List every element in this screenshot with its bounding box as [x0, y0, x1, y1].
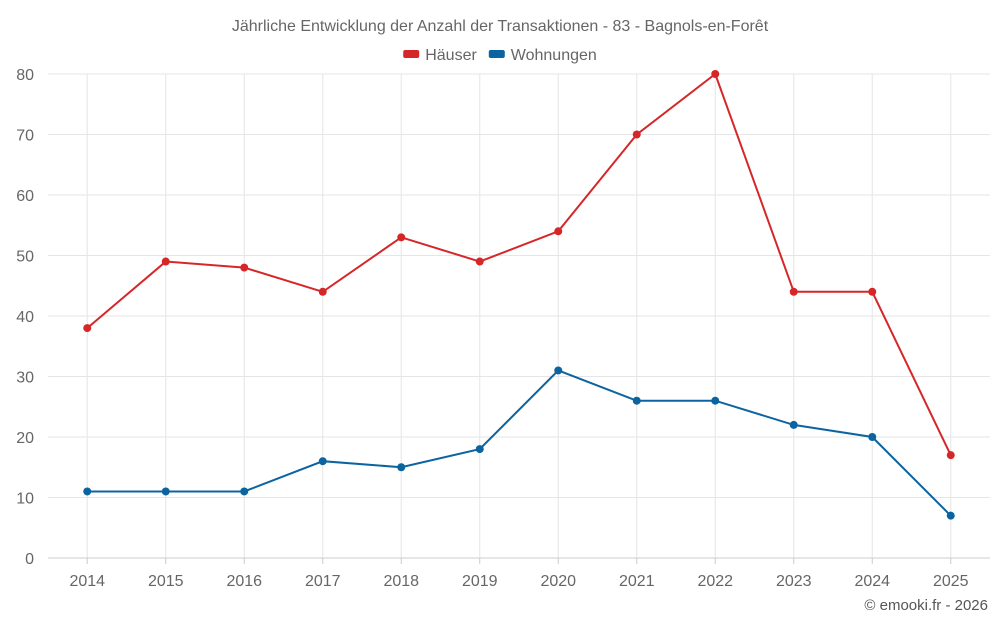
y-tick-label: 60	[16, 188, 34, 205]
x-tick-label: 2023	[776, 573, 812, 590]
legend-swatch	[403, 50, 420, 58]
data-point[interactable]	[632, 396, 641, 405]
y-tick-label: 40	[16, 309, 34, 326]
data-point[interactable]	[397, 463, 406, 472]
y-tick-label: 30	[16, 370, 34, 387]
chart-credit: © emooki.fr - 2026	[864, 597, 988, 614]
data-point[interactable]	[83, 324, 92, 333]
x-tick-label: 2015	[148, 573, 184, 590]
legend-item-1[interactable]: Häuser	[403, 47, 477, 64]
data-point[interactable]	[318, 287, 327, 296]
x-tick-label: 2022	[697, 573, 733, 590]
x-tick-label: 2025	[933, 573, 969, 590]
x-tick-label: 2019	[462, 573, 498, 590]
data-point[interactable]	[711, 70, 720, 78]
series-line	[86, 72, 952, 456]
data-point[interactable]	[161, 257, 170, 266]
x-tick-label: 2016	[226, 573, 262, 590]
data-point[interactable]	[240, 263, 249, 272]
series-1	[83, 70, 955, 460]
data-point[interactable]	[475, 257, 484, 266]
x-tick-label: 2018	[383, 573, 419, 590]
y-tick-label: 20	[16, 430, 34, 447]
data-point[interactable]	[554, 366, 563, 375]
data-point[interactable]	[868, 433, 877, 441]
x-tick-label: 2020	[540, 573, 576, 590]
data-point[interactable]	[83, 487, 92, 496]
data-point[interactable]	[789, 287, 798, 296]
series-line	[87, 369, 952, 517]
chart-legend[interactable]: Häuser Wohnungen	[403, 47, 597, 64]
series-2	[83, 366, 955, 520]
data-point[interactable]	[554, 227, 563, 236]
chart-grid	[48, 73, 990, 558]
data-point[interactable]	[946, 511, 955, 520]
data-point[interactable]	[475, 445, 484, 454]
y-axis: 0 10 20 30 40 50 60 70 80	[16, 67, 34, 568]
legend-item-2[interactable]: Wohnungen	[488, 47, 597, 64]
data-point[interactable]	[789, 420, 798, 429]
x-tick-label: 2021	[619, 573, 655, 590]
y-tick-label: 0	[25, 551, 34, 568]
legend-swatch	[488, 50, 505, 58]
legend-label: Wohnungen	[511, 47, 597, 64]
data-point[interactable]	[161, 487, 170, 496]
data-point[interactable]	[711, 396, 720, 405]
x-tick-label: 2014	[69, 573, 105, 590]
data-point[interactable]	[868, 287, 877, 296]
y-tick-label: 10	[16, 491, 34, 508]
chart-title: Jährliche Entwicklung der Anzahl der Tra…	[232, 18, 769, 35]
legend-label: Häuser	[425, 47, 477, 64]
chart-series	[83, 70, 955, 520]
data-point[interactable]	[318, 457, 327, 466]
x-axis: 2014 2015 2016 2017 2018 2019 2020 2021 2022 2023…	[48, 557, 990, 590]
x-tick-label: 2024	[854, 573, 890, 590]
y-tick-label: 80	[16, 67, 34, 84]
y-tick-label: 50	[16, 249, 34, 266]
y-tick-label: 70	[16, 128, 34, 145]
data-point[interactable]	[240, 487, 249, 496]
x-tick-label: 2017	[305, 573, 341, 590]
data-point[interactable]	[946, 451, 955, 460]
data-point[interactable]	[632, 130, 641, 139]
data-point[interactable]	[397, 233, 406, 242]
